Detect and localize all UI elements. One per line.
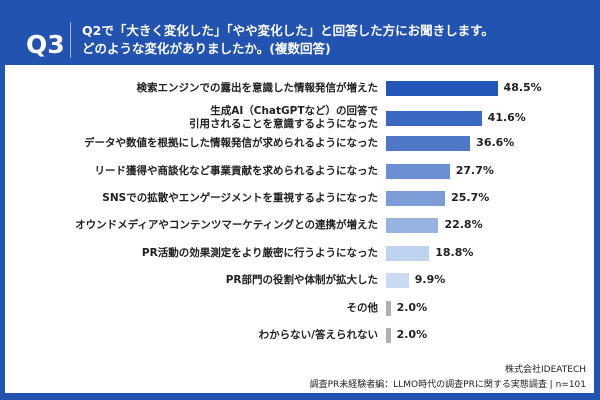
- question-number: Q3: [26, 30, 65, 59]
- category-label: PR活動の効果測定をより厳密に行うようになった: [141, 246, 378, 259]
- data-label: 27.7%: [455, 164, 494, 177]
- data-label: 48.5%: [503, 81, 542, 94]
- category-label: リード獲得や商談化など事業貢献を求められるようになった: [94, 164, 379, 177]
- category-label: 生成AI（ChatGPTなど）の回答で 引用されることを意識するようになった: [189, 105, 378, 130]
- source-note: 調査PR未経験者編：LLMO時代の調査PRに関する実態調査 | n=101: [309, 380, 586, 390]
- data-label: 18.8%: [435, 246, 474, 259]
- data-label: 25.7%: [451, 191, 490, 204]
- title-line-2: どのような変化がありましたか。(複数回答): [82, 41, 331, 56]
- divider: [70, 22, 71, 58]
- category-label: SNSでの拡散やエンゲージメントを重視するようになった: [102, 191, 378, 204]
- category-label: データや数値を根拠にした情報発信が求められるようになった: [84, 136, 378, 149]
- bar: [386, 327, 391, 343]
- data-label: 41.6%: [487, 111, 526, 124]
- bar: [386, 190, 446, 206]
- category-label: PR部門の役割や体制が拡大した: [225, 273, 378, 286]
- data-label: 36.6%: [476, 136, 515, 149]
- bar: [386, 135, 471, 151]
- category-label: 検索エンジンでの露出を意識した情報発信が増えた: [136, 81, 379, 94]
- data-label: 2.0%: [396, 328, 428, 341]
- data-label: 9.9%: [414, 273, 446, 286]
- bar: [386, 300, 391, 316]
- bar: [386, 245, 430, 261]
- bar: [386, 110, 482, 126]
- bar: [386, 163, 450, 179]
- chart-panel: [5, 65, 594, 393]
- question-title: Q2で「大きく変化した」「やや変化した」と回答した方にお聞きします。 どのような変…: [82, 22, 494, 58]
- title-line-1: Q2で「大きく変化した」「やや変化した」と回答した方にお聞きします。: [82, 23, 494, 38]
- bar: [386, 217, 439, 233]
- bar: [386, 80, 498, 96]
- category-label: その他: [346, 301, 379, 314]
- bar: [386, 272, 409, 288]
- company-name: 株式会社IDEATECH: [505, 365, 586, 375]
- category-label: オウンドメディアやコンテンツマーケティングとの連携が増えた: [75, 218, 378, 231]
- data-label: 22.8%: [444, 218, 483, 231]
- category-label: わからない/答えられない: [258, 328, 378, 341]
- data-label: 2.0%: [396, 301, 428, 314]
